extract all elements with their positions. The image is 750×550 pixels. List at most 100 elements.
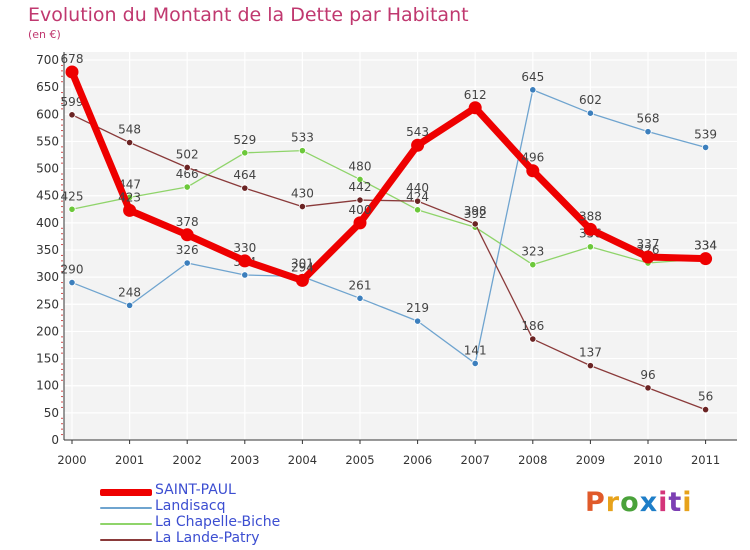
series-line-landisacq [71, 89, 707, 365]
data-label-la-chapelle-biche: 334 [694, 239, 717, 253]
series-line-la-lande-patry [71, 114, 707, 411]
data-label-saint-paul: 334 [694, 239, 717, 253]
proxiti-logo: Proxiti [585, 487, 693, 518]
legend: SAINT-PAUL Landisacq La Chapelle-Biche La L… [100, 482, 400, 548]
data-label-la-chapelle-biche: 392 [464, 207, 487, 221]
legend-swatch-landisacq [100, 507, 152, 509]
data-label-la-lande-patry: 56 [698, 390, 713, 404]
point-saint-paul [65, 65, 79, 79]
y-tick-label: 300 [36, 270, 59, 284]
data-label-saint-paul: 294 [291, 260, 314, 274]
x-tick-label: 2001 [115, 453, 144, 467]
x-tick-label: 2003 [230, 453, 259, 467]
data-label-la-lande-patry: 502 [176, 147, 199, 161]
point-la-chapelle-biche [413, 206, 422, 214]
data-label-saint-paul: 423 [118, 190, 141, 204]
legend-swatch-la-chapelle-biche [100, 523, 152, 525]
point-saint-paul [583, 222, 597, 236]
point-landisacq [529, 86, 537, 94]
data-label-la-lande-patry: 96 [640, 368, 655, 382]
y-tick-label: 100 [36, 379, 59, 393]
data-label-la-lande-patry: 599 [61, 95, 84, 109]
point-saint-paul [641, 250, 655, 264]
point-saint-paul [526, 164, 540, 178]
data-label-landisacq: 248 [118, 285, 141, 299]
x-tick-label: 2006 [403, 453, 432, 467]
y-tick-label: 400 [36, 216, 59, 230]
y-tick-label: 0 [51, 433, 59, 447]
point-la-lande-patry [471, 220, 479, 228]
data-label-la-chapelle-biche: 480 [349, 159, 372, 173]
series-line-saint-paul [68, 68, 710, 284]
data-label-landisacq: 261 [349, 278, 372, 292]
point-landisacq [241, 271, 249, 279]
y-tick-label: 550 [36, 134, 59, 148]
data-label-la-lande-patry: 464 [233, 168, 256, 182]
x-tick-label: 2000 [57, 453, 86, 467]
legend-item-la-lande-patry: La Lande-Patry [100, 530, 400, 548]
chart-title: Evolution du Montant de la Dette par Hab… [28, 4, 469, 26]
y-tick-label: 700 [36, 53, 59, 67]
point-la-lande-patry [183, 163, 191, 172]
legend-label-saint-paul: SAINT-PAUL [155, 482, 236, 498]
y-tick-label: 50 [44, 406, 59, 420]
data-label-landisacq: 539 [694, 127, 717, 141]
y-tick-label: 500 [36, 162, 59, 176]
data-label-saint-paul: 330 [233, 241, 256, 255]
point-la-chapelle-biche [529, 261, 537, 269]
data-label-saint-paul: 612 [464, 88, 487, 102]
legend-label-la-lande-patry: La Lande-Patry [155, 530, 260, 546]
point-la-lande-patry [68, 111, 76, 119]
x-tick-label: 2010 [633, 453, 662, 467]
data-label-la-lande-patry: 440 [406, 181, 429, 195]
data-label-saint-paul: 400 [349, 203, 372, 217]
legend-label-la-chapelle-biche: La Chapelle-Biche [155, 514, 281, 530]
point-landisacq [413, 317, 422, 325]
data-label-saint-paul: 496 [521, 151, 544, 165]
point-la-lande-patry [126, 138, 134, 147]
point-landisacq [126, 301, 134, 309]
point-la-lande-patry [356, 196, 364, 204]
point-saint-paul [123, 203, 137, 217]
point-saint-paul [468, 101, 482, 115]
point-la-lande-patry [701, 405, 710, 414]
y-tick-label: 650 [36, 80, 59, 94]
point-landisacq [183, 259, 191, 267]
chart-subtitle: (en €) [28, 28, 61, 41]
point-la-chapelle-biche [298, 147, 306, 155]
data-label-la-chapelle-biche: 533 [291, 131, 314, 145]
data-label-la-lande-patry: 442 [349, 180, 372, 194]
point-saint-paul [238, 254, 252, 268]
point-la-lande-patry [644, 384, 652, 392]
data-label-landisacq: 141 [464, 343, 487, 357]
x-tick-label: 2002 [173, 453, 202, 467]
point-landisacq [644, 128, 652, 136]
x-tick-label: 2011 [691, 453, 720, 467]
y-tick-label: 250 [36, 297, 59, 311]
data-label-la-lande-patry: 398 [464, 204, 487, 218]
data-label-la-lande-patry: 137 [579, 346, 602, 360]
data-label-landisacq: 301 [291, 257, 314, 271]
point-landisacq [471, 359, 479, 368]
data-label-saint-paul: 543 [406, 125, 429, 139]
data-label-la-lande-patry: 548 [118, 123, 141, 137]
point-saint-paul [180, 228, 194, 242]
point-la-lande-patry [413, 197, 422, 205]
data-label-la-chapelle-biche: 529 [233, 133, 256, 147]
x-tick-label: 2009 [576, 453, 605, 467]
point-saint-paul [353, 216, 367, 230]
series-line-la-chapelle-biche [71, 150, 707, 266]
point-landisacq [586, 109, 595, 117]
point-saint-paul [699, 252, 713, 266]
data-label-la-chapelle-biche: 424 [406, 190, 429, 204]
legend-label-landisacq: Landisacq [155, 498, 226, 514]
data-label-landisacq: 326 [176, 243, 199, 257]
y-tick-label: 350 [36, 243, 59, 257]
y-tick-label: 600 [36, 107, 59, 121]
y-tick-label: 200 [36, 324, 59, 338]
legend-item-la-chapelle-biche: La Chapelle-Biche [100, 514, 400, 532]
point-la-chapelle-biche [356, 175, 364, 184]
legend-item-landisacq: Landisacq [100, 498, 400, 516]
